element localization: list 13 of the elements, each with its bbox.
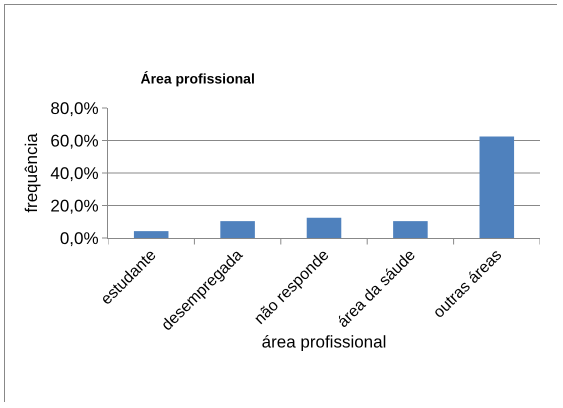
y-tick-label: 0,0% (60, 228, 99, 248)
bar (220, 221, 255, 238)
y-tick-label: 80,0% (50, 98, 99, 118)
bar (134, 231, 168, 238)
bar (306, 218, 342, 238)
x-axis-title: área profissional (262, 332, 386, 352)
y-axis-title: frequência (22, 132, 41, 213)
bar (480, 136, 514, 238)
chart-title: Área profissional (140, 70, 255, 87)
bar (393, 221, 428, 238)
y-tick-label: 20,0% (50, 196, 99, 216)
y-tick-label: 40,0% (50, 164, 99, 183)
y-tick-label: 60,0% (50, 131, 99, 150)
